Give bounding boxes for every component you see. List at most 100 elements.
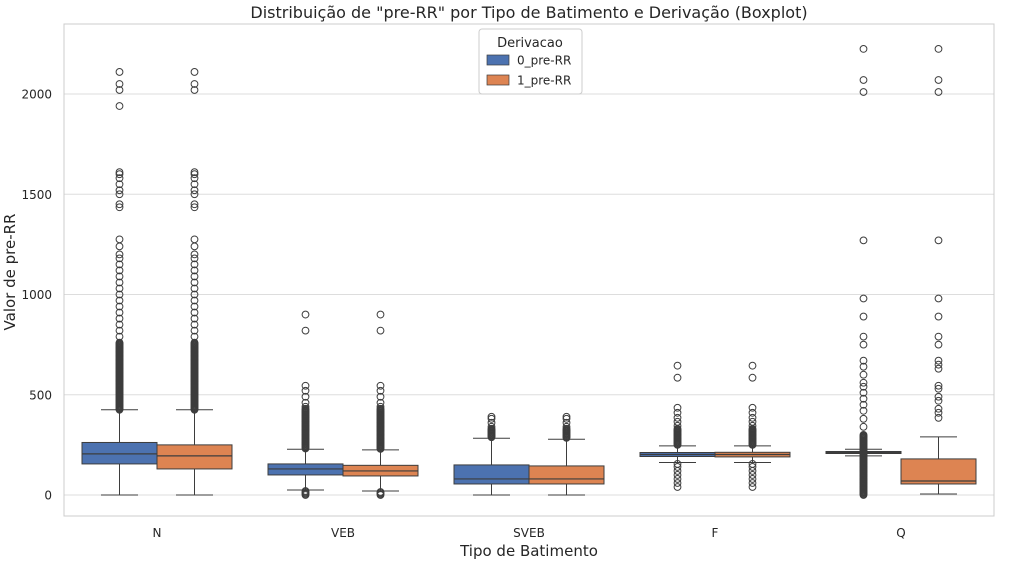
outlier-point — [115, 338, 124, 347]
outlier-point — [301, 487, 310, 495]
outlier-point — [934, 332, 943, 341]
y-tick-label: 0 — [44, 489, 52, 503]
outlier-point — [562, 418, 571, 427]
outlier-point — [673, 408, 682, 417]
outlier-point — [487, 422, 496, 431]
outlier-point — [190, 326, 199, 335]
chart-title: Distribuição de "pre-RR" por Tipo de Bat… — [250, 3, 807, 22]
box-iqr — [156, 444, 233, 470]
outlier-point — [748, 483, 757, 491]
outlier-point — [487, 414, 496, 423]
outlier-point — [115, 86, 124, 94]
outlier-point — [190, 308, 199, 317]
outlier-point — [115, 266, 124, 275]
outlier-point — [673, 417, 682, 426]
outlier-point — [301, 392, 310, 401]
outlier-point — [190, 278, 199, 287]
outlier-point — [115, 308, 124, 317]
outlier-point — [301, 310, 310, 319]
outlier-point — [190, 170, 199, 179]
x-tick-label: SVEB — [513, 526, 545, 540]
outlier-point — [190, 203, 199, 212]
outlier-point — [673, 460, 682, 468]
outlier-point — [934, 384, 943, 393]
outlier-point — [562, 412, 571, 421]
box-F-1_pre-RR — [714, 361, 791, 491]
outlier-point — [934, 340, 943, 349]
outlier-point — [487, 418, 496, 427]
outlier-point — [301, 402, 310, 411]
outlier-point — [748, 361, 757, 370]
outlier-point — [748, 408, 757, 417]
outlier-point — [673, 463, 682, 471]
outlier-point — [562, 424, 571, 433]
outlier-point — [934, 356, 943, 365]
outlier-point — [115, 326, 124, 335]
outlier-point — [859, 414, 868, 423]
outlier-point — [115, 250, 124, 259]
outlier-point — [376, 326, 385, 335]
outlier-point — [376, 386, 385, 395]
y-tick-label: 1000 — [21, 288, 52, 302]
outlier-point — [190, 332, 199, 341]
legend-swatch-0 — [486, 54, 510, 66]
outlier-point — [934, 360, 943, 369]
outlier-point — [115, 235, 124, 244]
outlier-point — [376, 402, 385, 411]
outlier-point — [376, 398, 385, 407]
box-iqr — [900, 458, 977, 485]
outlier-point — [748, 413, 757, 422]
outlier-point — [673, 475, 682, 483]
outlier-point — [859, 362, 868, 371]
outlier-point — [301, 404, 310, 413]
outlier-point — [859, 236, 868, 245]
y-tick-label: 500 — [29, 388, 52, 402]
box-F-0_pre-RR — [639, 361, 716, 491]
outlier-point — [934, 88, 943, 96]
axis-layer: 0 500 1000 1500 2000 N VEB SVEB F Q — [21, 88, 905, 541]
outlier-point — [376, 404, 385, 413]
legend-swatch-1 — [486, 74, 510, 86]
outlier-point — [190, 266, 199, 275]
outlier-point — [115, 284, 124, 293]
outlier-point — [115, 174, 124, 183]
outlier-point — [190, 302, 199, 311]
outlier-point — [115, 170, 124, 179]
outlier-point — [115, 180, 124, 189]
outlier-point — [190, 186, 199, 195]
outlier-point — [934, 408, 943, 417]
outlier-point — [190, 314, 199, 323]
outlier-point — [859, 430, 868, 439]
outlier-point — [115, 186, 124, 195]
outlier-point — [934, 44, 943, 53]
outlier-point — [859, 76, 868, 84]
outlier-point — [748, 471, 757, 479]
box-SVEB-1_pre-RR — [528, 412, 605, 496]
outlier-point — [673, 413, 682, 422]
outlier-point — [190, 174, 199, 183]
outlier-point — [190, 254, 199, 263]
outlier-point — [190, 272, 199, 281]
outlier-point — [115, 332, 124, 341]
outlier-point — [115, 200, 124, 209]
outlier-point — [301, 398, 310, 407]
outlier-point — [301, 381, 310, 390]
outlier-point — [376, 381, 385, 390]
outlier-point — [301, 386, 310, 395]
outlier-point — [115, 278, 124, 287]
outlier-point — [115, 102, 124, 110]
outlier-point — [748, 421, 757, 430]
outlier-point — [934, 312, 943, 321]
x-axis-label: Tipo de Batimento — [459, 542, 598, 560]
outlier-point — [748, 403, 757, 412]
outlier-point — [562, 414, 571, 423]
grid-lines — [64, 93, 994, 496]
outlier-point — [115, 190, 124, 199]
outlier-point — [115, 320, 124, 329]
outlier-point — [115, 260, 124, 269]
box-layer — [81, 44, 977, 499]
outlier-point — [115, 203, 124, 212]
outlier-point — [190, 68, 199, 76]
outlier-point — [115, 302, 124, 311]
